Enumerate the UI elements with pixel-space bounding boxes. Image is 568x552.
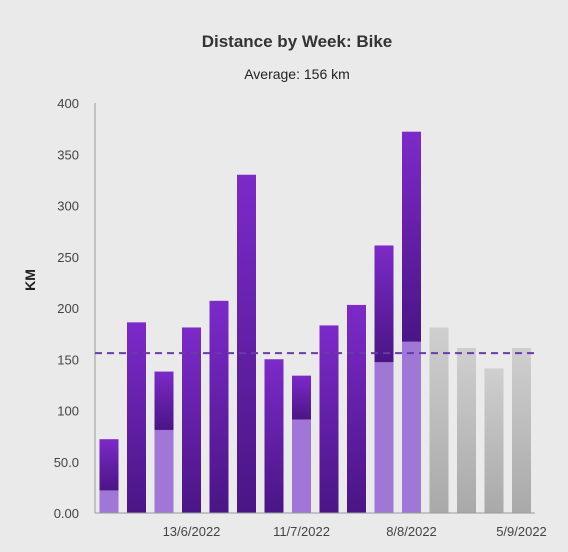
y-tick-label: 0.00	[54, 506, 79, 521]
bar-primary	[292, 375, 311, 420]
bar-primary	[154, 371, 174, 430]
x-tick-label: 8/8/2022	[386, 524, 437, 539]
bar-secondary	[402, 341, 421, 513]
bar-grey	[457, 347, 476, 513]
x-tick-label: 13/6/2022	[163, 524, 221, 539]
bar-secondary	[374, 362, 394, 513]
bar-primary	[264, 359, 284, 513]
bar-primary	[347, 304, 366, 513]
x-tick-label: 11/7/2022	[273, 524, 330, 539]
y-tick-label: 100	[57, 404, 79, 419]
y-tick-label: 300	[57, 199, 79, 214]
x-tick-label: 5/9/2022	[496, 524, 547, 539]
chart-subtitle: Average: 156 km	[244, 66, 350, 82]
bar-primary	[127, 322, 146, 513]
y-tick-label: 150	[57, 352, 79, 367]
bars-group	[99, 131, 531, 513]
bar-primary	[319, 325, 339, 513]
bar-secondary	[99, 490, 119, 513]
bar-grey	[429, 327, 449, 513]
bar-grey	[512, 347, 531, 513]
y-tick-label: 350	[57, 147, 79, 162]
bar-grey	[484, 368, 504, 513]
bar-primary	[402, 131, 421, 342]
y-axis-label: KM	[22, 269, 38, 291]
y-tick-label: 400	[57, 96, 79, 111]
bar-secondary	[154, 429, 174, 513]
bar-primary	[374, 245, 394, 363]
chart-title: Distance by Week: Bike	[202, 32, 393, 51]
bar-primary	[182, 327, 201, 513]
bar-primary	[99, 439, 119, 491]
y-tick-label: 250	[57, 250, 79, 265]
bar-primary	[237, 174, 256, 513]
bar-secondary	[292, 419, 311, 513]
y-axis-ticks: 0.00 50.0 100 150 200 250 300 350 400	[54, 96, 79, 521]
y-tick-label: 200	[57, 301, 79, 316]
bar-primary	[209, 300, 229, 513]
x-axis-ticks: 13/6/2022 11/7/2022 8/8/2022 5/9/2022	[163, 524, 547, 539]
y-tick-label: 50.0	[54, 455, 79, 470]
